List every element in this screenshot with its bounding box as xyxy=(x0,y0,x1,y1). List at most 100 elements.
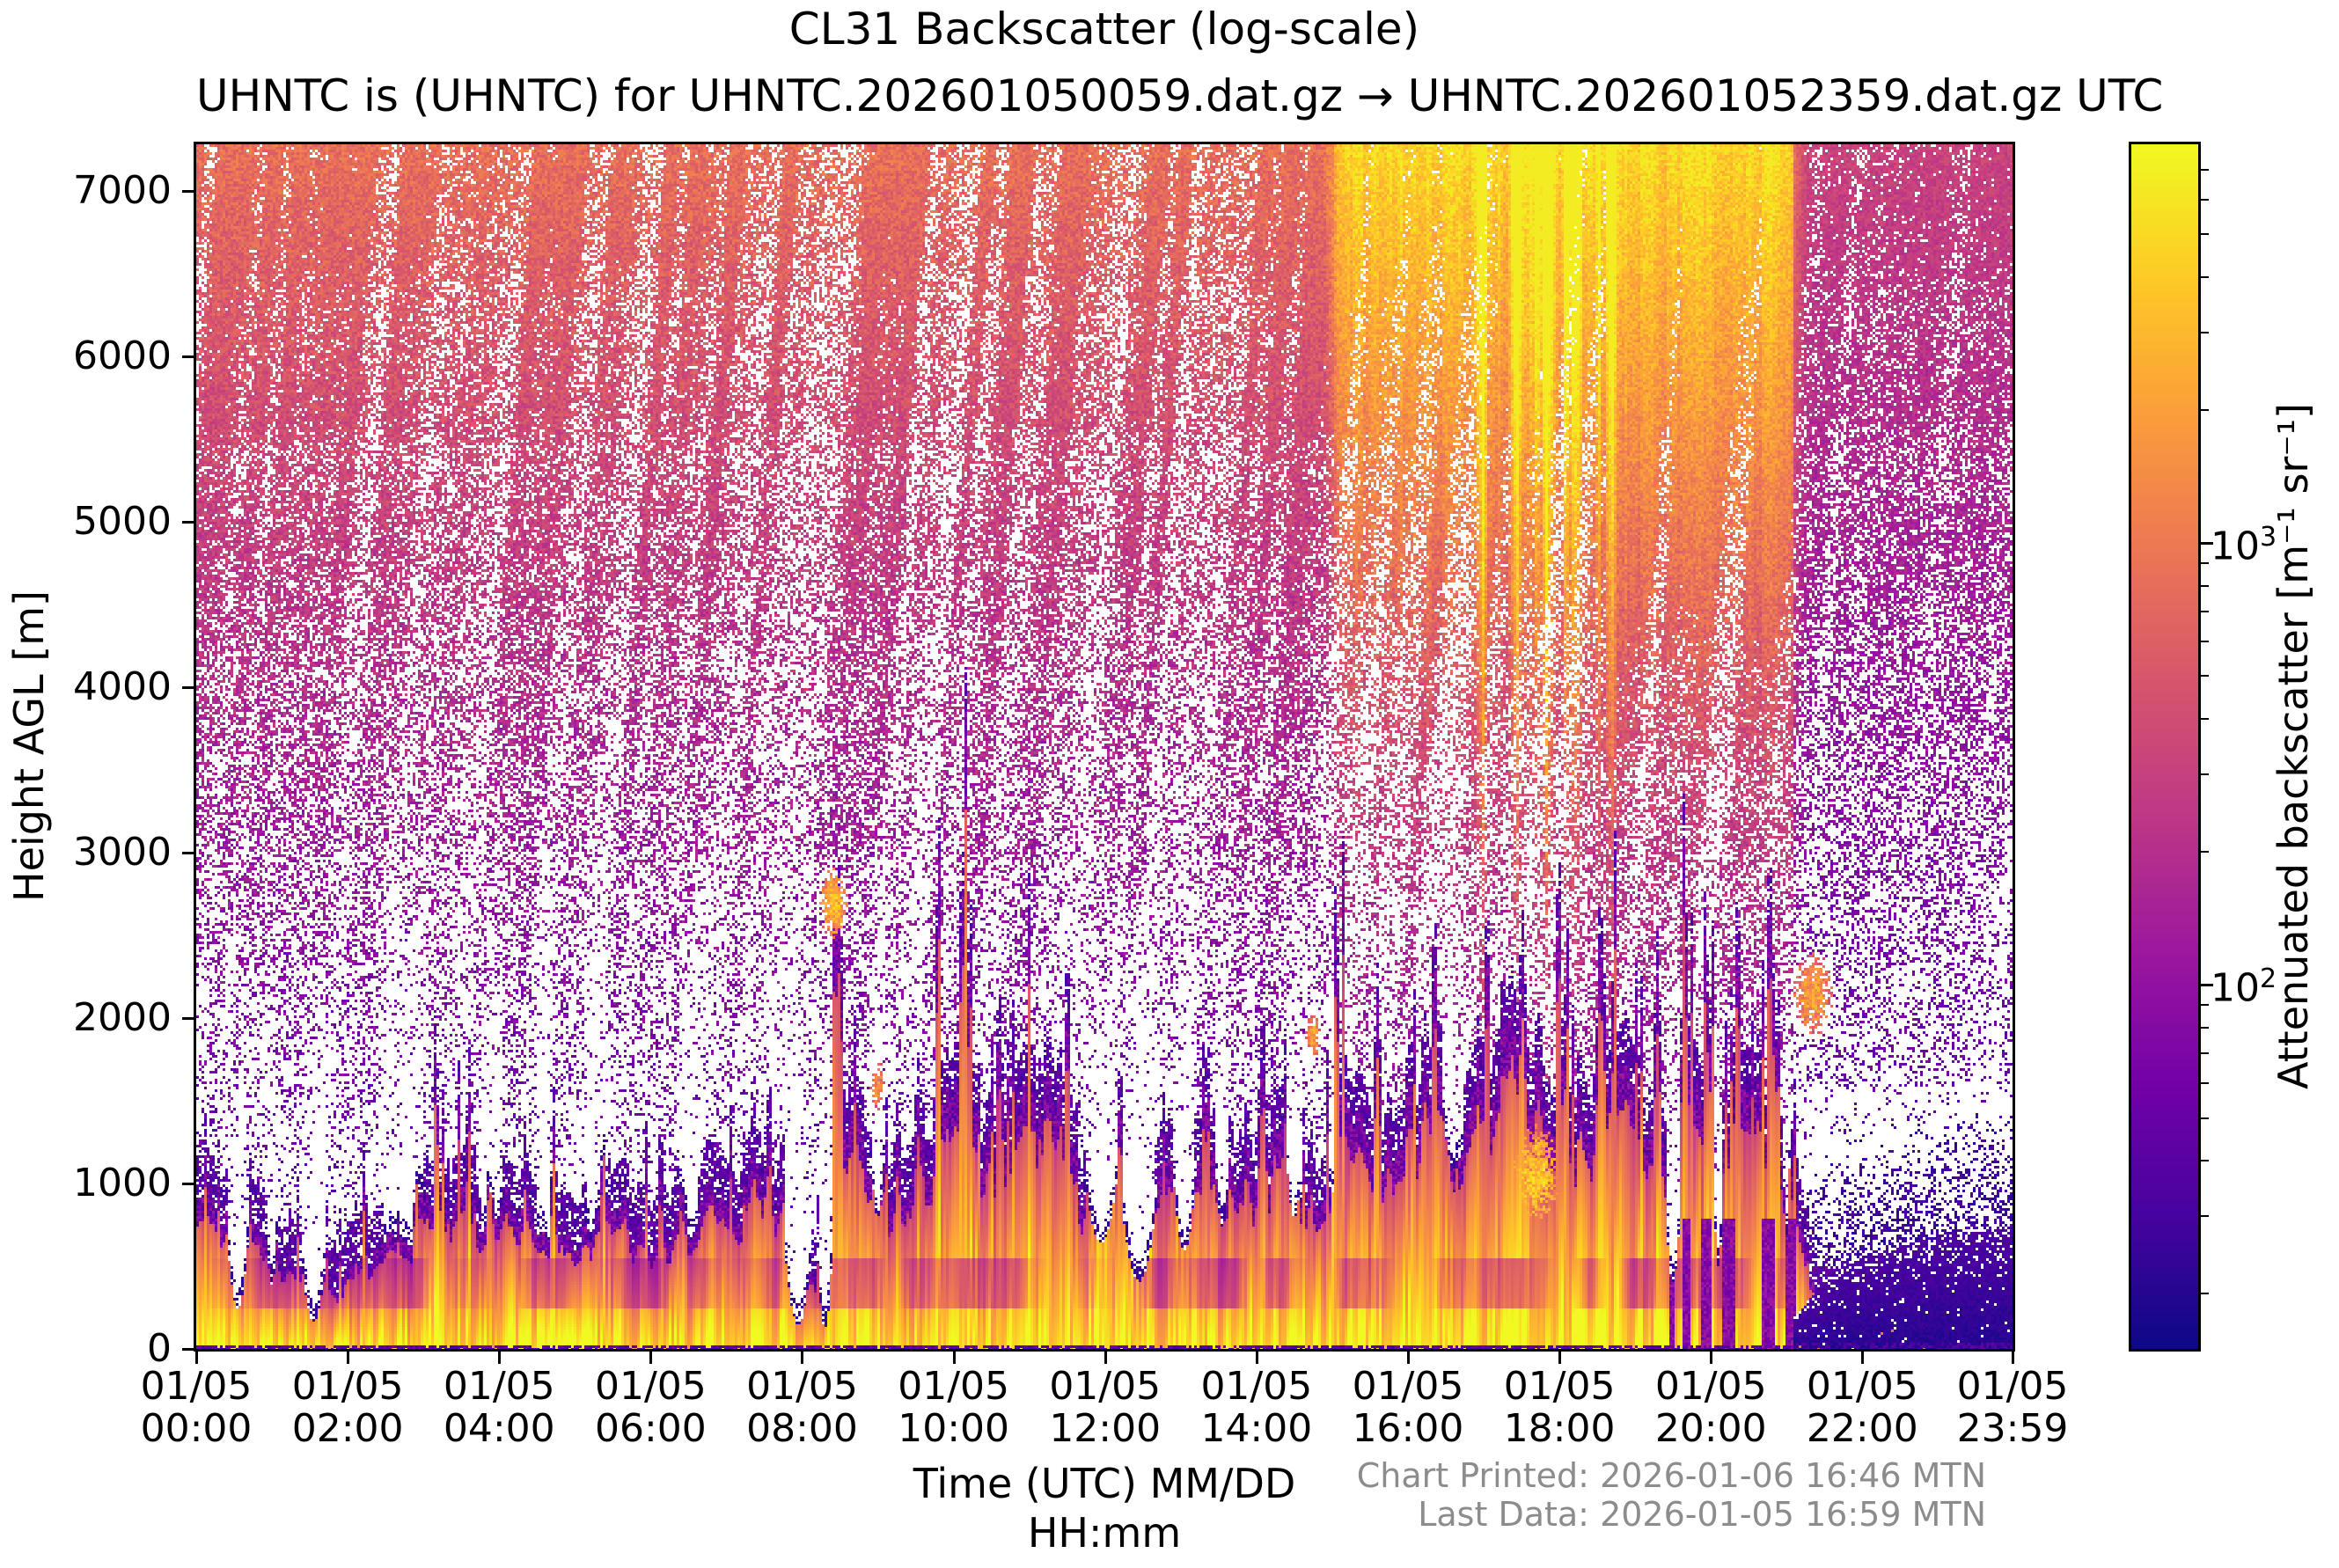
y-tick-label: 7000 xyxy=(73,167,172,213)
colorbar-major-tick xyxy=(2201,984,2213,987)
x-tick-mark xyxy=(649,1352,653,1364)
x-tick-time: 16:00 xyxy=(1352,1406,1464,1451)
x-tick-time: 06:00 xyxy=(594,1406,707,1451)
y-tick-label: 5000 xyxy=(73,498,172,544)
y-tick-mark xyxy=(182,355,196,358)
colorbar-minor-tick xyxy=(2201,276,2209,279)
colorbar-minor-tick xyxy=(2201,611,2209,613)
x-tick-label: 01/05 23:59 xyxy=(1907,1366,2118,1450)
x-tick-time: 18:00 xyxy=(1503,1406,1616,1451)
y-tick-label: 1000 xyxy=(73,1160,172,1205)
colorbar-minor-tick xyxy=(2201,1081,2209,1084)
chart-subtitle: UHNTC is (UHNTC) for UHNTC.202601050059.… xyxy=(196,70,2164,121)
colorbar-minor-tick xyxy=(2201,1160,2209,1162)
x-tick-label: 01/05 06:00 xyxy=(545,1366,756,1450)
x-axis-label-line2: HH:mm xyxy=(1027,1509,1182,1557)
colorbar xyxy=(2129,142,2201,1352)
footer-printed: Chart Printed: 2026-01-06 16:46 MTN xyxy=(1356,1456,1986,1495)
x-tick-label: 01/05 08:00 xyxy=(696,1366,907,1450)
x-tick-label: 01/05 22:00 xyxy=(1756,1366,1968,1450)
y-tick-label: 3000 xyxy=(73,829,172,875)
colorbar-minor-tick xyxy=(2201,1052,2209,1055)
x-tick-time: 14:00 xyxy=(1200,1406,1313,1451)
x-tick-mark xyxy=(1710,1352,1713,1364)
x-tick-label: 01/05 18:00 xyxy=(1454,1366,1665,1450)
colorbar-gradient-canvas xyxy=(2131,144,2198,1349)
colorbar-minor-tick xyxy=(2201,640,2209,642)
x-tick-mark xyxy=(1255,1352,1258,1364)
x-tick-label: 01/05 12:00 xyxy=(1000,1366,1211,1450)
x-tick-time: 02:00 xyxy=(291,1406,404,1451)
x-tick-date: 01/05 xyxy=(594,1364,707,1409)
x-tick-label: 01/05 16:00 xyxy=(1302,1366,1514,1450)
colorbar-minor-tick xyxy=(2201,773,2209,775)
y-tick-mark xyxy=(182,1182,196,1185)
x-tick-label: 01/05 14:00 xyxy=(1151,1366,1362,1450)
colorbar-minor-tick xyxy=(2201,1214,2209,1217)
x-tick-time: 04:00 xyxy=(443,1406,555,1451)
x-tick-date: 01/05 xyxy=(1200,1364,1313,1409)
colorbar-minor-tick xyxy=(2201,169,2209,172)
y-tick-mark xyxy=(182,851,196,854)
x-tick-mark xyxy=(1104,1352,1107,1364)
colorbar-minor-tick xyxy=(2201,585,2209,588)
x-tick-label: 01/05 04:00 xyxy=(393,1366,605,1450)
colorbar-minor-tick xyxy=(2201,1293,2209,1295)
x-tick-time: 10:00 xyxy=(898,1406,1010,1451)
colorbar-minor-tick xyxy=(2201,562,2209,565)
x-tick-time: 00:00 xyxy=(140,1406,253,1451)
colorbar-minor-tick xyxy=(2201,718,2209,721)
x-tick-date: 01/05 xyxy=(140,1364,253,1409)
footer: Chart Printed: 2026-01-06 16:46 MTN Last… xyxy=(1357,1456,1986,1534)
x-tick-date: 01/05 xyxy=(898,1364,1010,1409)
colorbar-tick-label: 102 xyxy=(2211,964,2277,1012)
x-tick-date: 01/05 xyxy=(443,1364,555,1409)
x-tick-time: 23:59 xyxy=(1956,1406,2069,1451)
x-tick-date: 01/05 xyxy=(291,1364,404,1409)
x-tick-label: 01/05 00:00 xyxy=(91,1366,302,1450)
x-tick-mark xyxy=(1861,1352,1865,1364)
x-tick-label: 01/05 10:00 xyxy=(848,1366,1060,1450)
colorbar-label: Attenuated backscatter [m⁻¹ sr⁻¹] xyxy=(2269,402,2317,1090)
colorbar-minor-tick xyxy=(2201,1117,2209,1119)
x-tick-label: 01/05 02:00 xyxy=(242,1366,453,1450)
x-tick-date: 01/05 xyxy=(1503,1364,1616,1409)
x-tick-mark xyxy=(195,1352,198,1364)
x-tick-date: 01/05 xyxy=(1956,1364,2069,1409)
x-tick-mark xyxy=(2012,1352,2014,1364)
y-tick-label: 0 xyxy=(147,1326,172,1371)
backscatter-heatmap-canvas xyxy=(196,144,2013,1349)
y-tick-mark xyxy=(182,520,196,524)
x-tick-time: 12:00 xyxy=(1049,1406,1162,1451)
y-tick-label: 2000 xyxy=(73,994,172,1040)
y-tick-mark xyxy=(182,189,196,193)
x-tick-date: 01/05 xyxy=(1352,1364,1464,1409)
x-tick-date: 01/05 xyxy=(746,1364,858,1409)
x-tick-time: 20:00 xyxy=(1654,1406,1767,1451)
colorbar-minor-tick xyxy=(2201,1004,2209,1007)
x-tick-mark xyxy=(347,1352,350,1364)
colorbar-minor-tick xyxy=(2201,233,2209,236)
colorbar-major-tick xyxy=(2201,542,2213,546)
colorbar-minor-tick xyxy=(2201,851,2209,854)
x-tick-date: 01/05 xyxy=(1806,1364,1918,1409)
chart-title: CL31 Backscatter (log-scale) xyxy=(788,4,1420,55)
y-tick-mark xyxy=(182,1348,196,1351)
x-tick-date: 01/05 xyxy=(1049,1364,1162,1409)
x-tick-mark xyxy=(1406,1352,1410,1364)
colorbar-tick-label: 103 xyxy=(2211,522,2277,570)
y-tick-label: 6000 xyxy=(73,333,172,378)
x-tick-mark xyxy=(801,1352,804,1364)
y-tick-mark xyxy=(182,1016,196,1020)
colorbar-minor-tick xyxy=(2201,198,2209,201)
y-tick-label: 4000 xyxy=(73,663,172,709)
x-tick-date: 01/05 xyxy=(1654,1364,1767,1409)
colorbar-minor-tick xyxy=(2201,675,2209,678)
x-tick-time: 08:00 xyxy=(746,1406,858,1451)
x-axis-label-line1: Time (UTC) MM/DD xyxy=(913,1460,1296,1507)
x-axis-label: Time (UTC) MM/DD HH:mm xyxy=(196,1459,2013,1557)
footer-lastdata: Last Data: 2026-01-05 16:59 MTN xyxy=(1418,1495,1986,1534)
colorbar-minor-tick xyxy=(2201,1027,2209,1029)
y-tick-mark xyxy=(182,685,196,689)
